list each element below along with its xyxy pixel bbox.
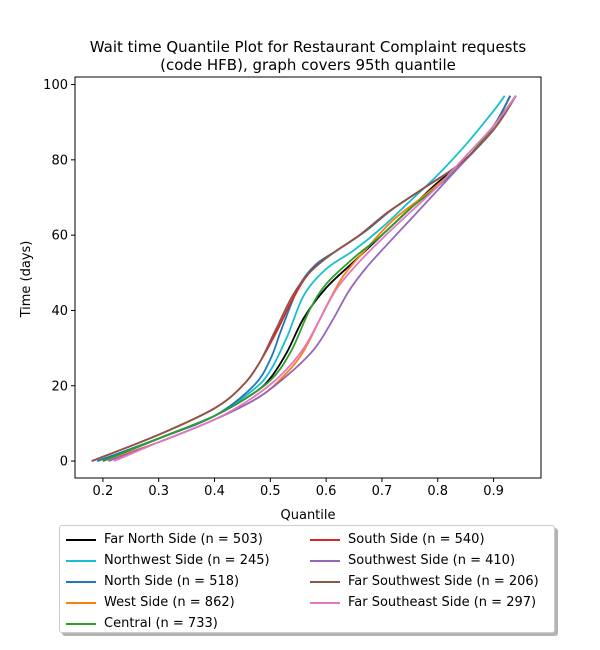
legend-swatch [66,622,96,625]
legend: Far North Side (n = 503) Northwest Side (… [59,525,555,633]
legend-item: North Side (n = 518) [60,571,270,592]
legend-item: Far Southeast Side (n = 297) [304,592,539,613]
series-line-4 [102,95,517,462]
legend-label: South Side (n = 540) [348,532,485,547]
y-tick-label: 100 [43,78,68,93]
plot-frame [74,76,542,479]
y-tick-label: 40 [51,304,68,319]
series-line-0 [102,95,512,462]
legend-swatch [310,601,340,604]
legend-item: Southwest Side (n = 410) [304,550,539,571]
legend-column-left: Far North Side (n = 503) Northwest Side (… [60,529,270,634]
legend-item: South Side (n = 540) [304,529,539,550]
legend-item: Far Southwest Side (n = 206) [304,571,539,592]
legend-swatch [310,559,340,562]
legend-label: North Side (n = 518) [104,574,240,589]
legend-item: Northwest Side (n = 245) [60,550,270,571]
series-line-8 [113,95,517,462]
x-tick-label: 0.5 [260,484,281,499]
y-axis-label: Time (days) [19,241,34,319]
x-tick-label: 0.7 [372,484,393,499]
legend-swatch [66,538,96,541]
legend-swatch [310,538,340,541]
series-layer [91,95,517,462]
series-line-3 [102,95,517,462]
legend-column-right: South Side (n = 540) Southwest Side (n = … [304,529,539,613]
y-tick-label: 80 [51,153,68,168]
series-line-7 [91,95,517,462]
legend-swatch [66,601,96,604]
chart-title-line2: (code HFB), graph covers 95th quantile [160,56,456,74]
legend-item: West Side (n = 862) [60,592,270,613]
legend-item: Far North Side (n = 503) [60,529,270,550]
y-tick-label: 20 [51,379,68,394]
legend-label: Far North Side (n = 503) [104,532,263,547]
x-tick-label: 0.6 [316,484,337,499]
legend-label: Far Southwest Side (n = 206) [348,574,539,589]
legend-label: Northwest Side (n = 245) [104,553,270,568]
x-tick-label: 0.9 [483,484,504,499]
series-line-6 [108,95,517,462]
legend-label: West Side (n = 862) [104,595,235,610]
x-tick-label: 0.4 [204,484,225,499]
axes: 0.2 0.3 0.4 0.5 0.6 0.7 0.8 0.9 0 20 40 60 80 100 [43,76,542,499]
y-tick-label: 0 [60,455,68,470]
legend-swatch [66,559,96,562]
legend-item: Central (n = 733) [60,613,270,634]
x-tick-label: 0.3 [148,484,169,499]
series-line-1 [96,95,506,462]
legend-label: Central (n = 733) [104,616,218,631]
legend-swatch [310,580,340,583]
legend-label: Far Southeast Side (n = 297) [348,595,537,610]
x-tick-label: 0.2 [93,484,114,499]
chart-title-line1: Wait time Quantile Plot for Restaurant C… [90,38,527,56]
legend-label: Southwest Side (n = 410) [348,553,516,568]
x-tick-label: 0.8 [427,484,448,499]
legend-swatch [66,580,96,583]
y-tick-label: 60 [51,229,68,244]
x-axis-label: Quantile [281,508,336,523]
